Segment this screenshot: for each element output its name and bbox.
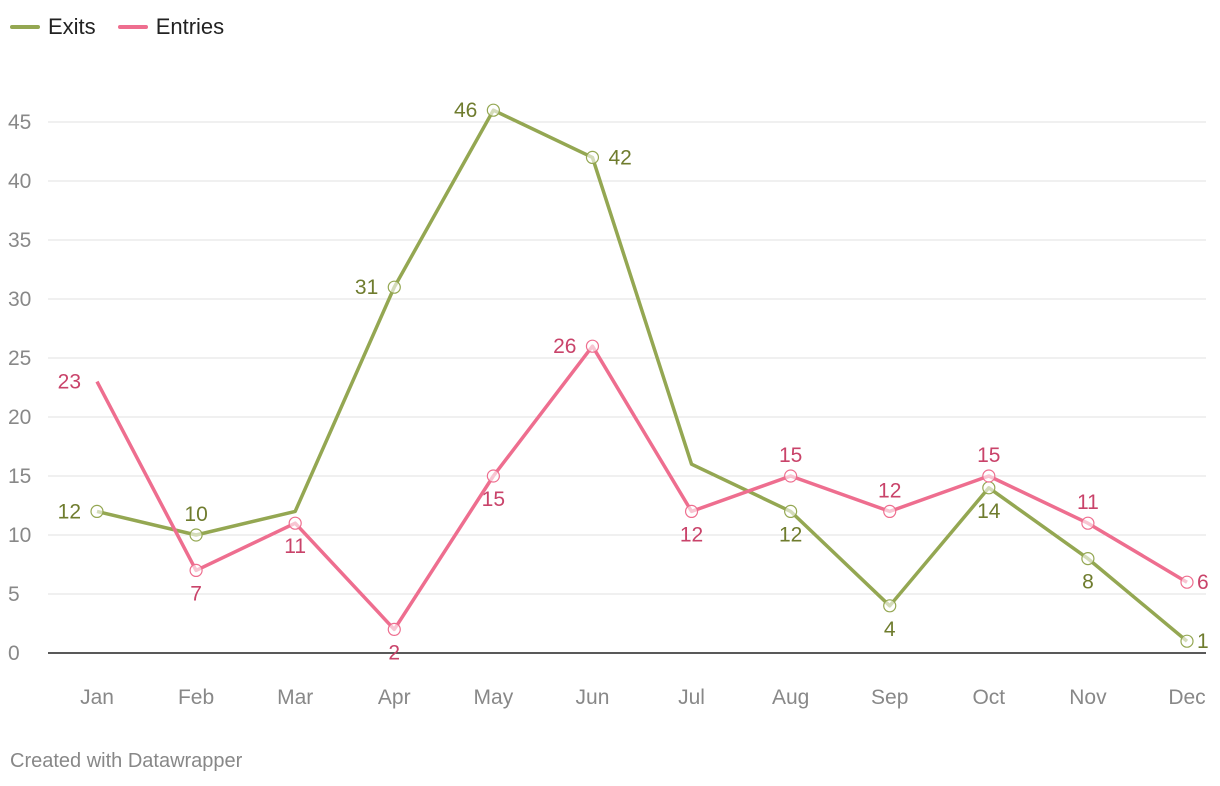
- y-tick-label: 45: [8, 111, 31, 134]
- legend-swatch-exits: [10, 25, 40, 29]
- x-tick-label: Apr: [378, 686, 411, 709]
- data-label: 1: [1197, 630, 1209, 653]
- data-label: 12: [680, 523, 703, 546]
- data-label: 12: [58, 500, 81, 523]
- data-label: 15: [779, 444, 802, 467]
- x-tick-label: Feb: [178, 686, 214, 709]
- data-label: 26: [553, 335, 576, 358]
- data-label: 10: [184, 503, 207, 526]
- data-point: [387, 622, 401, 637]
- data-point: [684, 504, 699, 518]
- data-point: [1180, 575, 1194, 589]
- x-tick-label: Mar: [277, 686, 313, 709]
- x-tick-label: Jun: [576, 686, 610, 709]
- y-tick-label: 25: [8, 347, 31, 370]
- data-point: [784, 504, 798, 518]
- data-label: 46: [454, 99, 477, 122]
- data-label: 12: [779, 523, 802, 546]
- legend-swatch-entries: [117, 25, 148, 29]
- data-label: 15: [977, 444, 1000, 467]
- data-label: 23: [58, 371, 81, 394]
- footer-credit: Created with Datawrapper: [10, 750, 243, 772]
- data-label: 6: [1197, 571, 1209, 594]
- data-label: 12: [878, 479, 901, 502]
- y-tick-label: 20: [8, 406, 31, 429]
- x-tick-label: Dec: [1168, 686, 1205, 709]
- data-point: [1081, 551, 1095, 566]
- y-tick-label: 0: [8, 642, 20, 665]
- x-tick-label: Jul: [678, 686, 705, 709]
- x-tick-label: Sep: [871, 686, 908, 709]
- data-label: 11: [1077, 491, 1099, 514]
- data-point: [486, 469, 500, 483]
- data-point: [883, 599, 897, 613]
- data-point: [784, 469, 798, 483]
- data-label: 15: [482, 488, 505, 511]
- data-point: [486, 103, 500, 117]
- legend-item-exits[interactable]: Exits: [10, 14, 96, 40]
- line-chart: 0 5 10 15 20 25 30 35 40 45 Jan Feb Mar Apr May Jun Jul A…: [8, 99, 1209, 709]
- y-tick-label: 15: [8, 465, 31, 488]
- data-label: 4: [884, 618, 896, 641]
- data-label: 11: [284, 535, 306, 558]
- data-point: [387, 280, 401, 294]
- legend: Exits Entries: [10, 14, 224, 40]
- data-point: [585, 150, 600, 164]
- data-point: [1180, 634, 1194, 648]
- legend-item-entries[interactable]: Entries: [117, 14, 225, 40]
- data-point: [1081, 516, 1095, 530]
- x-tick-label: Aug: [772, 686, 809, 709]
- x-tick-label: Nov: [1069, 686, 1107, 709]
- y-tick-label: 40: [8, 170, 31, 193]
- x-tick-label: Jan: [80, 686, 114, 709]
- data-point: [189, 528, 203, 542]
- data-label: 7: [190, 582, 202, 605]
- data-point: [90, 504, 104, 518]
- x-tick-label: Oct: [972, 686, 1005, 709]
- data-label: 2: [388, 641, 400, 664]
- legend-label-entries: Entries: [155, 14, 225, 39]
- data-label: 8: [1082, 571, 1094, 594]
- series-line-entries: [95, 344, 1188, 632]
- data-point: [585, 339, 600, 353]
- y-tick-label: 5: [8, 583, 20, 606]
- y-tick-label: 30: [8, 288, 31, 311]
- data-label: 42: [608, 146, 631, 169]
- y-tick-label: 35: [8, 229, 31, 252]
- data-point: [288, 516, 302, 530]
- data-label: 14: [977, 500, 1001, 523]
- data-point: [189, 563, 203, 578]
- data-point: [982, 469, 996, 483]
- data-point: [982, 481, 996, 495]
- series-line-exits: [96, 108, 1189, 643]
- data-point: [883, 504, 897, 518]
- legend-label-exits: Exits: [48, 14, 96, 39]
- x-tick-label: May: [474, 686, 514, 709]
- y-tick-label: 10: [8, 524, 31, 547]
- data-label: 31: [355, 276, 378, 299]
